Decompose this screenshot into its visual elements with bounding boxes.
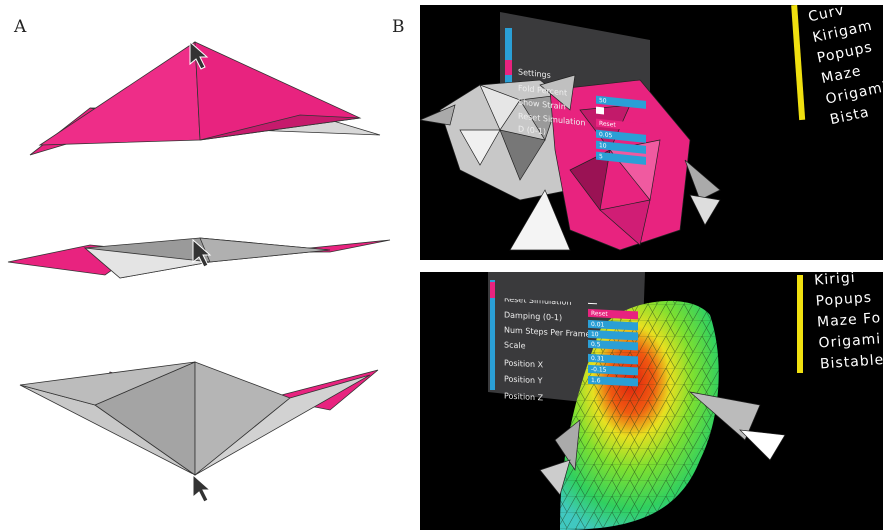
shape-middle [7,237,391,279]
shape-top [29,41,381,156]
gray-blob [420,79,581,251]
menu-field [596,140,646,154]
side-menu-item: Maze Fo [817,310,882,330]
menu-item: D (0-1) [518,124,546,136]
menu-value: 0.05 [599,131,613,139]
shape-bottom [19,361,379,476]
side-menu-item: Popups [815,290,872,310]
side-menu-item: Kirigi [814,270,857,289]
menu-value: 0.31 [591,355,605,363]
menu-field [588,308,638,320]
menu-value: 50 [599,97,607,105]
menu-field [588,339,638,351]
menu-value: 1.6 [591,377,601,385]
menu-field [588,375,638,387]
menu-value: Reset [599,120,616,129]
menu-item: Scale [504,340,526,350]
menu-item: Position Z [504,391,544,402]
panel-label: A [13,17,27,37]
menu-field [588,329,638,341]
cursor [192,474,211,503]
menu-item: Settings [518,67,551,79]
menu-item: Damping (0-1) [504,310,562,322]
menu-item: Position X [504,358,544,369]
side-menu-item: Origami [818,331,882,351]
menu-item: Position Y [504,374,543,385]
menu-value: 0.01 [591,321,605,329]
menu-value: Reset [591,310,608,318]
menu-field [588,364,638,376]
menu-value: 5 [599,153,603,160]
side-menu-item: Bistable [819,352,883,372]
menu-value: 10 [591,331,599,338]
menu-value: -0.15 [591,366,607,374]
menu-value: 0.5 [591,341,601,349]
menu-field [596,95,646,109]
menu-field [588,353,638,365]
menu-field [596,129,646,143]
menu-field [596,151,646,165]
menu-field [596,118,646,132]
screenshot-top [420,5,883,260]
pink-blob [539,74,721,251]
menu-value: 10 [599,142,607,150]
checkbox [596,106,604,115]
panel-label: B [392,17,405,37]
menu-field [588,319,638,331]
screenshot-bottom [420,272,883,530]
